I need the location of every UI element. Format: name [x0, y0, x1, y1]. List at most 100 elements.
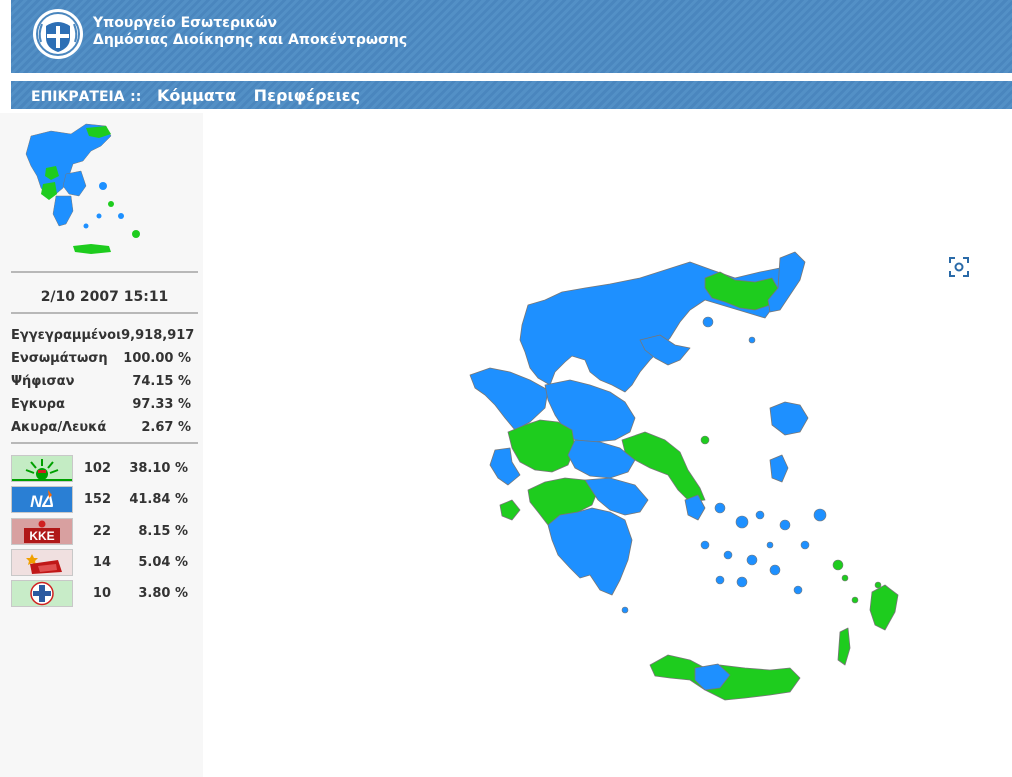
party-results: 102 38.10 % ΝΔ 152 41.84 % ΚΚΕ — [11, 453, 196, 609]
ministry-line1: Υπουργείο Εσωτερικών — [93, 15, 278, 31]
torch-logo-icon: ΝΔ — [12, 487, 72, 513]
map-island[interactable] — [700, 540, 710, 550]
divider — [11, 271, 198, 273]
map-island[interactable] — [700, 435, 710, 445]
star-flag-logo-icon — [26, 554, 62, 575]
party-row-kke[interactable]: ΚΚΕ 22 8.15 % — [11, 516, 196, 547]
stat-label: Ενσωμάτωση — [11, 351, 108, 366]
party-seats: 14 — [92, 555, 111, 571]
map-region[interactable] — [489, 447, 521, 486]
map-island[interactable] — [746, 554, 758, 566]
map-island[interactable] — [874, 581, 882, 589]
map-island[interactable] — [715, 575, 725, 585]
stat-value: 97.33 % — [132, 397, 191, 412]
map-island[interactable] — [832, 559, 844, 571]
map-island[interactable] — [714, 502, 726, 514]
header-banner: Υπουργείο Εσωτερικών Δημόσιας Διοίκησης … — [11, 0, 1012, 73]
party-percent: 38.10 % — [129, 461, 188, 477]
divider — [11, 442, 198, 444]
stat-voted: Ψήφισαν 74.15 % — [11, 370, 191, 393]
party-row-laos[interactable]: 10 3.80 % — [11, 578, 196, 609]
nav-home-link[interactable]: ΕΠΙΚΡΑΤΕΙΑ — [31, 89, 125, 105]
party-seats: 152 — [83, 492, 111, 508]
map-island[interactable] — [702, 316, 714, 328]
map-island[interactable] — [841, 574, 849, 582]
nav-separator: :: — [130, 89, 142, 105]
map-island[interactable] — [851, 596, 859, 604]
stat-label: Ψήφισαν — [11, 374, 75, 389]
stat-label: Εγκυρα — [11, 397, 65, 412]
stat-value: 74.15 % — [132, 374, 191, 389]
nav-parties-link[interactable]: Κόμματα — [156, 86, 237, 105]
sidebar: 2/10 2007 15:11 Εγγεγραμμένοι 9,918,917 … — [0, 113, 203, 777]
map-region[interactable] — [639, 334, 691, 366]
map-island[interactable] — [769, 564, 781, 576]
party-seats: 22 — [92, 523, 111, 539]
cross-emblem-logo-icon — [30, 582, 54, 606]
sun-logo-icon — [12, 459, 72, 482]
party-logo[interactable] — [11, 580, 73, 608]
map-island[interactable] — [779, 519, 791, 531]
stat-label: Ακυρα/Λευκά — [11, 420, 107, 435]
hammer-sickle-logo-icon: ΚΚΕ — [24, 520, 60, 543]
party-logo-text: ΚΚΕ — [29, 529, 54, 543]
party-logo[interactable] — [11, 455, 73, 483]
stat-integration: Ενσωμάτωση 100.00 % — [11, 347, 191, 370]
ministry-line2: Δημόσιας Διοίκησης και Αποκέντρωσης — [93, 32, 408, 48]
party-logo[interactable] — [11, 549, 73, 577]
focus-icon[interactable] — [948, 256, 970, 278]
map-region[interactable] — [684, 494, 706, 521]
party-percent: 8.15 % — [138, 523, 188, 539]
map-region[interactable] — [694, 663, 731, 691]
ministry-title: Υπουργείο Εσωτερικών Δημόσιας Διοίκησης … — [93, 15, 407, 49]
party-percent: 5.04 % — [138, 555, 188, 571]
map-region[interactable] — [499, 499, 521, 521]
map-region[interactable] — [469, 367, 549, 431]
map-island[interactable] — [621, 606, 629, 614]
stat-value: 100.00 % — [123, 351, 191, 366]
map-region[interactable] — [869, 584, 899, 631]
map-region[interactable] — [769, 401, 809, 436]
map-region[interactable] — [837, 627, 851, 666]
map-region[interactable] — [567, 439, 636, 479]
party-row-nd[interactable]: ΝΔ 152 41.84 % — [11, 484, 196, 515]
party-row-syriza[interactable]: 14 5.04 % — [11, 547, 196, 578]
map-island[interactable] — [793, 585, 803, 595]
map-region[interactable] — [547, 507, 633, 596]
party-seats: 102 — [83, 461, 111, 477]
map-island[interactable] — [723, 550, 733, 560]
mini-map[interactable] — [11, 116, 198, 266]
stats-table: Εγγεγραμμένοι 9,918,917 Ενσωμάτωση 100.0… — [11, 324, 195, 439]
stat-valid: Εγκυρα 97.33 % — [11, 393, 191, 416]
map-island[interactable] — [748, 336, 756, 344]
map-region[interactable] — [527, 477, 599, 526]
party-percent: 41.84 % — [129, 492, 188, 508]
map-island[interactable] — [800, 540, 810, 550]
map-island[interactable] — [736, 576, 748, 588]
party-logo-text: ΝΔ — [30, 492, 54, 511]
map-island[interactable] — [755, 510, 765, 520]
map-island[interactable] — [766, 541, 774, 549]
map-region[interactable] — [584, 477, 649, 516]
stat-value: 9,918,917 — [121, 328, 195, 343]
results-datetime: 2/10 2007 15:11 — [40, 289, 169, 305]
stat-invalid-blank: Ακυρα/Λευκά 2.67 % — [11, 416, 191, 439]
party-logo[interactable]: ΚΚΕ — [11, 517, 73, 545]
greek-coat-of-arms-icon — [33, 9, 83, 59]
stat-label: Εγγεγραμμένοι — [11, 328, 122, 343]
party-logo[interactable]: ΝΔ — [11, 486, 73, 514]
map-region[interactable] — [767, 251, 806, 313]
map-island[interactable] — [735, 515, 749, 529]
divider — [11, 312, 198, 314]
map-region[interactable] — [769, 454, 789, 483]
party-row-pasok[interactable]: 102 38.10 % — [11, 453, 196, 484]
map-region[interactable] — [544, 379, 636, 443]
party-seats: 10 — [92, 586, 111, 602]
map-region[interactable] — [507, 419, 576, 473]
stat-registered: Εγγεγραμμένοι 9,918,917 — [11, 324, 195, 347]
nav-regions-link[interactable]: Περιφέρειες — [253, 86, 361, 105]
map-island[interactable] — [813, 508, 827, 522]
stat-value: 2.67 % — [141, 420, 191, 435]
party-percent: 3.80 % — [138, 586, 188, 602]
greece-results-map — [469, 251, 899, 701]
